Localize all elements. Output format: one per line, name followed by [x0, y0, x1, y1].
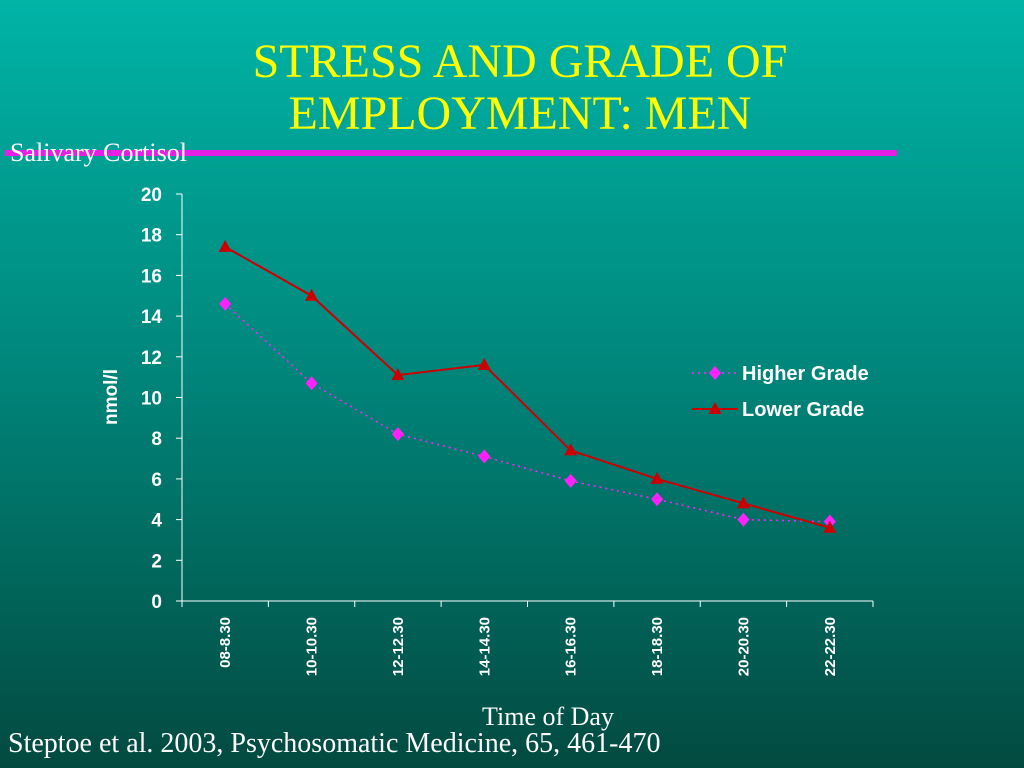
y-tick-label: 12 — [141, 348, 162, 369]
legend-swatch-marker — [708, 402, 722, 414]
x-tick-label: 10-10.30 — [304, 617, 321, 676]
x-tick-label: 12-12.30 — [390, 617, 407, 676]
legend-swatch-marker — [709, 366, 721, 380]
slide-title: STRESS AND GRADE OF EMPLOYMENT: MEN — [0, 36, 1024, 140]
x-tick-label: 18-18.30 — [649, 617, 666, 676]
data-point — [391, 368, 405, 381]
y-tick-label: 14 — [141, 307, 163, 328]
data-point — [478, 449, 491, 464]
x-axis: 08-8.30 10-10.30 12-12.30 14-14.30 16-16.30 1… — [181, 600, 874, 676]
data-point — [564, 443, 578, 456]
y-axis: 0 2 4 6 8 10 12 14 16 18 20 — [141, 185, 183, 613]
data-point — [650, 471, 664, 484]
legend-label: Higher Grade — [742, 363, 869, 385]
y-tick-label: 8 — [151, 429, 162, 450]
legend-label: Lower Grade — [742, 399, 864, 421]
data-point — [305, 376, 318, 391]
data-point — [219, 296, 232, 311]
y-tick-label: 20 — [141, 185, 162, 206]
chart-subtitle: Salivary Cortisol — [10, 138, 187, 167]
legend: Higher Grade Lower Grade — [692, 363, 869, 421]
title-line-2: EMPLOYMENT: MEN — [288, 87, 752, 140]
y-axis-label: nmol/l — [101, 369, 122, 425]
series-line — [224, 303, 830, 523]
x-tick-label: 16-16.30 — [563, 617, 580, 676]
y-tick-label: 6 — [151, 470, 162, 491]
title-divider — [5, 150, 897, 156]
x-tick-label: 08-8.30 — [217, 617, 234, 668]
x-tick-label: 20-20.30 — [735, 617, 752, 676]
y-tick-label: 10 — [141, 389, 162, 410]
data-point — [651, 492, 664, 507]
y-tick-label: 16 — [141, 266, 162, 287]
y-tick-label: 18 — [141, 226, 162, 247]
x-axis-label: Time of Day — [482, 702, 614, 731]
data-point — [823, 520, 837, 533]
data-point — [218, 239, 232, 252]
title-line-1: STRESS AND GRADE OF — [252, 35, 788, 88]
data-point — [477, 357, 491, 370]
data-point — [391, 427, 404, 442]
citation: Steptoe et al. 2003, Psychosomatic Medic… — [8, 728, 661, 759]
series-0 — [219, 296, 836, 529]
x-tick-label: 14-14.30 — [476, 617, 493, 676]
data-point — [564, 473, 577, 488]
y-tick-label: 2 — [151, 551, 162, 572]
y-tick-label: 0 — [151, 592, 162, 613]
series-line — [224, 246, 831, 529]
data-point — [737, 512, 750, 527]
y-tick-label: 4 — [151, 511, 162, 532]
x-tick-label: 22-22.30 — [822, 617, 839, 676]
data-point — [305, 288, 319, 301]
data-point — [736, 496, 750, 509]
series-layer — [218, 239, 837, 533]
series-1 — [218, 239, 837, 533]
